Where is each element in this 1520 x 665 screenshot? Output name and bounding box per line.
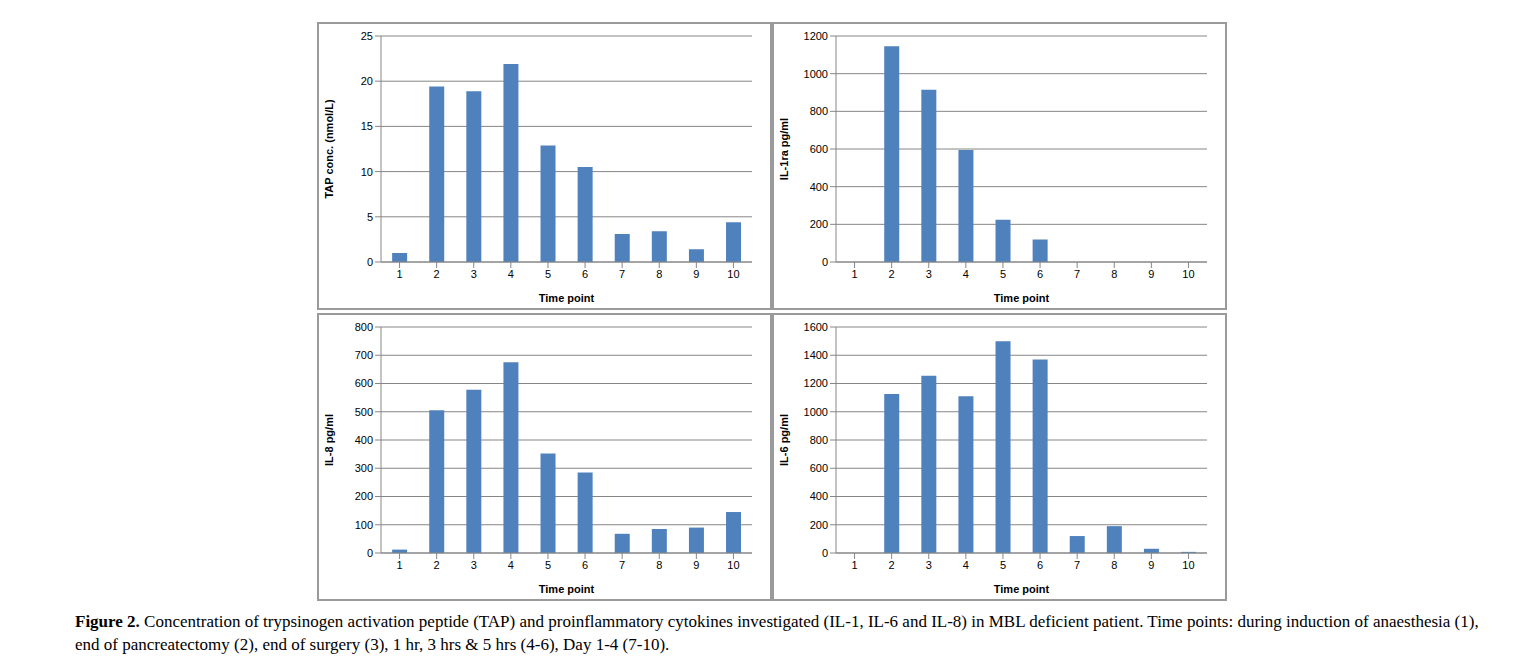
svg-text:7: 7 [1074,268,1080,280]
svg-text:0: 0 [822,547,828,559]
svg-text:700: 700 [355,349,373,361]
svg-text:100: 100 [355,519,373,531]
svg-text:2: 2 [434,268,440,280]
svg-text:400: 400 [355,434,373,446]
svg-text:IL-6 pg/ml: IL-6 pg/ml [778,414,790,466]
svg-text:1000: 1000 [804,406,828,418]
svg-text:1: 1 [396,268,402,280]
svg-text:500: 500 [355,406,373,418]
svg-text:IL-8 pg/ml: IL-8 pg/ml [323,414,335,466]
svg-text:5: 5 [545,268,551,280]
svg-text:9: 9 [693,559,699,571]
svg-text:10: 10 [361,166,373,178]
svg-text:7: 7 [1074,559,1080,571]
svg-text:1400: 1400 [804,349,828,361]
svg-text:0: 0 [822,256,828,268]
svg-text:10: 10 [727,268,739,280]
svg-text:10: 10 [727,559,739,571]
svg-text:2: 2 [434,559,440,571]
svg-text:3: 3 [926,268,932,280]
html-text:Figure 2. Concentration of try: Figure 2. Concentration of trypsinogen a… [75,612,1479,654]
svg-text:TAP conc. (nmol/L): TAP conc. (nmol/L) [323,99,335,199]
svg-text:2: 2 [889,268,895,280]
svg-text:4: 4 [508,559,514,571]
svg-text:1: 1 [851,559,857,571]
svg-text:3: 3 [471,268,477,280]
svg-text:800: 800 [810,105,828,117]
svg-text:10: 10 [1182,559,1194,571]
svg-text:600: 600 [810,462,828,474]
svg-text:3: 3 [471,559,477,571]
svg-text:6: 6 [1037,268,1043,280]
svg-text:7: 7 [619,268,625,280]
svg-text:4: 4 [508,268,514,280]
svg-text:400: 400 [810,490,828,502]
svg-text:300: 300 [355,462,373,474]
svg-text:8: 8 [1111,559,1117,571]
svg-text:3: 3 [926,559,932,571]
svg-text:15: 15 [361,120,373,132]
svg-text:8: 8 [1111,268,1117,280]
svg-text:2: 2 [889,559,895,571]
svg-text:200: 200 [810,218,828,230]
svg-text:9: 9 [693,268,699,280]
svg-text:Time point: Time point [994,583,1050,595]
svg-text:1000: 1000 [804,68,828,80]
svg-text:9: 9 [1148,268,1154,280]
svg-text:200: 200 [355,490,373,502]
svg-text:1: 1 [851,268,857,280]
svg-text:4: 4 [963,268,969,280]
svg-text:6: 6 [582,559,588,571]
svg-text:9: 9 [1148,559,1154,571]
svg-text:0: 0 [367,256,373,268]
svg-text:5: 5 [545,559,551,571]
svg-text:200: 200 [810,519,828,531]
svg-text:1: 1 [396,559,402,571]
svg-text:800: 800 [810,434,828,446]
svg-text:IL-1ra pg/ml: IL-1ra pg/ml [778,118,790,180]
svg-text:20: 20 [361,75,373,87]
svg-text:1200: 1200 [804,377,828,389]
svg-text:10: 10 [1182,268,1194,280]
svg-text:Time point: Time point [994,292,1050,304]
svg-text:600: 600 [355,377,373,389]
svg-text:Time point: Time point [539,583,595,595]
svg-text:7: 7 [619,559,625,571]
svg-text:8: 8 [656,268,662,280]
svg-text:6: 6 [1037,559,1043,571]
svg-text:4: 4 [963,559,969,571]
svg-text:0: 0 [367,547,373,559]
svg-text:1200: 1200 [804,30,828,42]
svg-text:Time point: Time point [539,292,595,304]
svg-text:6: 6 [582,268,588,280]
svg-text:5: 5 [1000,268,1006,280]
svg-text:600: 600 [810,143,828,155]
svg-text:8: 8 [656,559,662,571]
svg-text:800: 800 [355,321,373,333]
svg-text:1600: 1600 [804,321,828,333]
svg-text:400: 400 [810,181,828,193]
svg-text:5: 5 [1000,559,1006,571]
svg-text:25: 25 [361,30,373,42]
svg-text:5: 5 [367,211,373,223]
